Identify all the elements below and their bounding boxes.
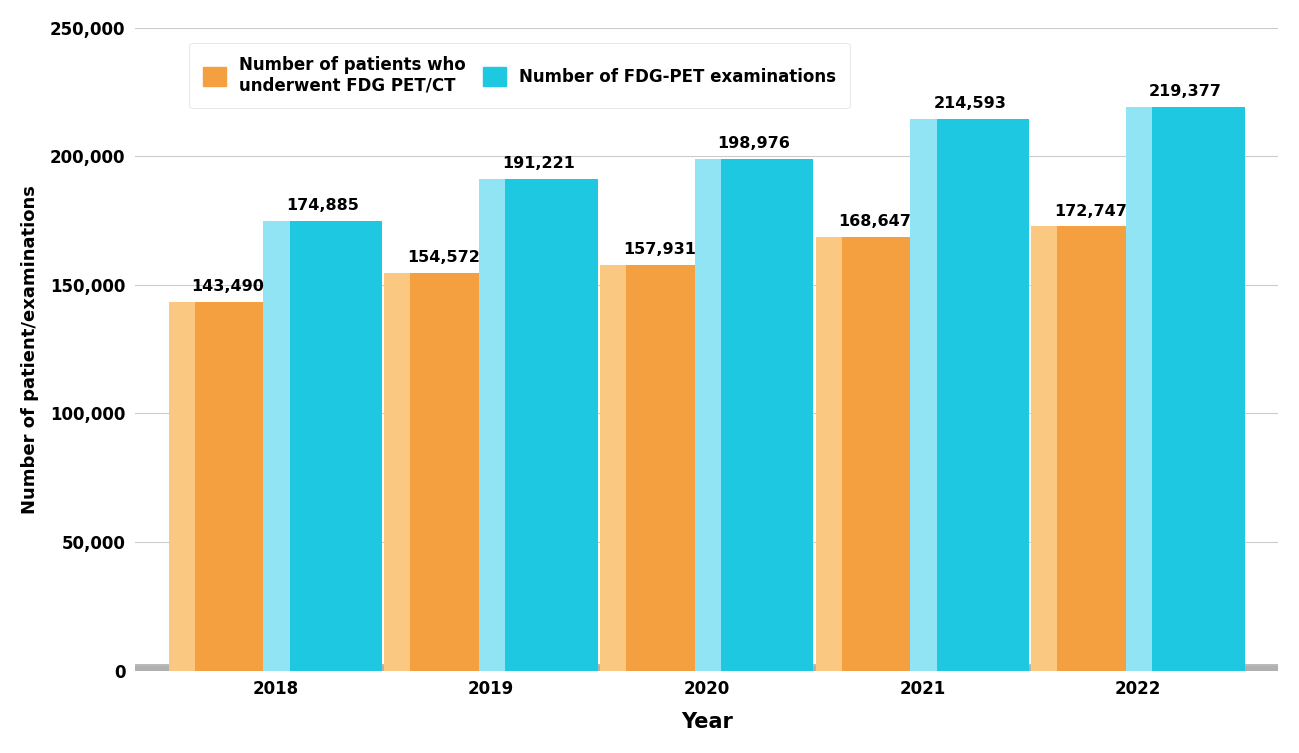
Bar	[911, 119, 937, 671]
Y-axis label: Number of patient/examinations: Number of patient/examinations	[21, 184, 39, 514]
Text: 174,885: 174,885	[286, 198, 360, 213]
Bar	[385, 273, 503, 671]
Legend: Number of patients who
underwent FDG PET/CT, Number of FDG-PET examinations: Number of patients who underwent FDG PET…	[190, 43, 850, 108]
Bar	[1126, 107, 1244, 671]
Text: 191,221: 191,221	[501, 156, 575, 171]
Bar	[816, 237, 842, 671]
Bar	[1126, 107, 1152, 671]
Bar	[695, 159, 721, 671]
Bar	[600, 264, 626, 671]
Text: 168,647: 168,647	[838, 215, 912, 229]
Text: 157,931: 157,931	[622, 242, 696, 257]
Bar	[264, 221, 382, 671]
Text: 214,593: 214,593	[934, 96, 1007, 111]
Bar	[911, 119, 1029, 671]
Text: 172,747: 172,747	[1053, 204, 1128, 218]
Bar	[1031, 227, 1057, 671]
Bar	[169, 302, 195, 671]
Bar	[479, 179, 598, 671]
Text: 143,490: 143,490	[191, 279, 264, 294]
Bar	[1031, 227, 1150, 671]
Text: 198,976: 198,976	[717, 136, 791, 151]
X-axis label: Year: Year	[681, 712, 733, 732]
Bar	[479, 179, 505, 671]
Bar	[385, 273, 410, 671]
Text: 219,377: 219,377	[1150, 84, 1222, 99]
Bar	[169, 302, 287, 671]
Bar	[264, 221, 290, 671]
Bar	[600, 264, 718, 671]
Bar	[816, 237, 934, 671]
Bar	[695, 159, 813, 671]
Text: 154,572: 154,572	[407, 251, 481, 266]
